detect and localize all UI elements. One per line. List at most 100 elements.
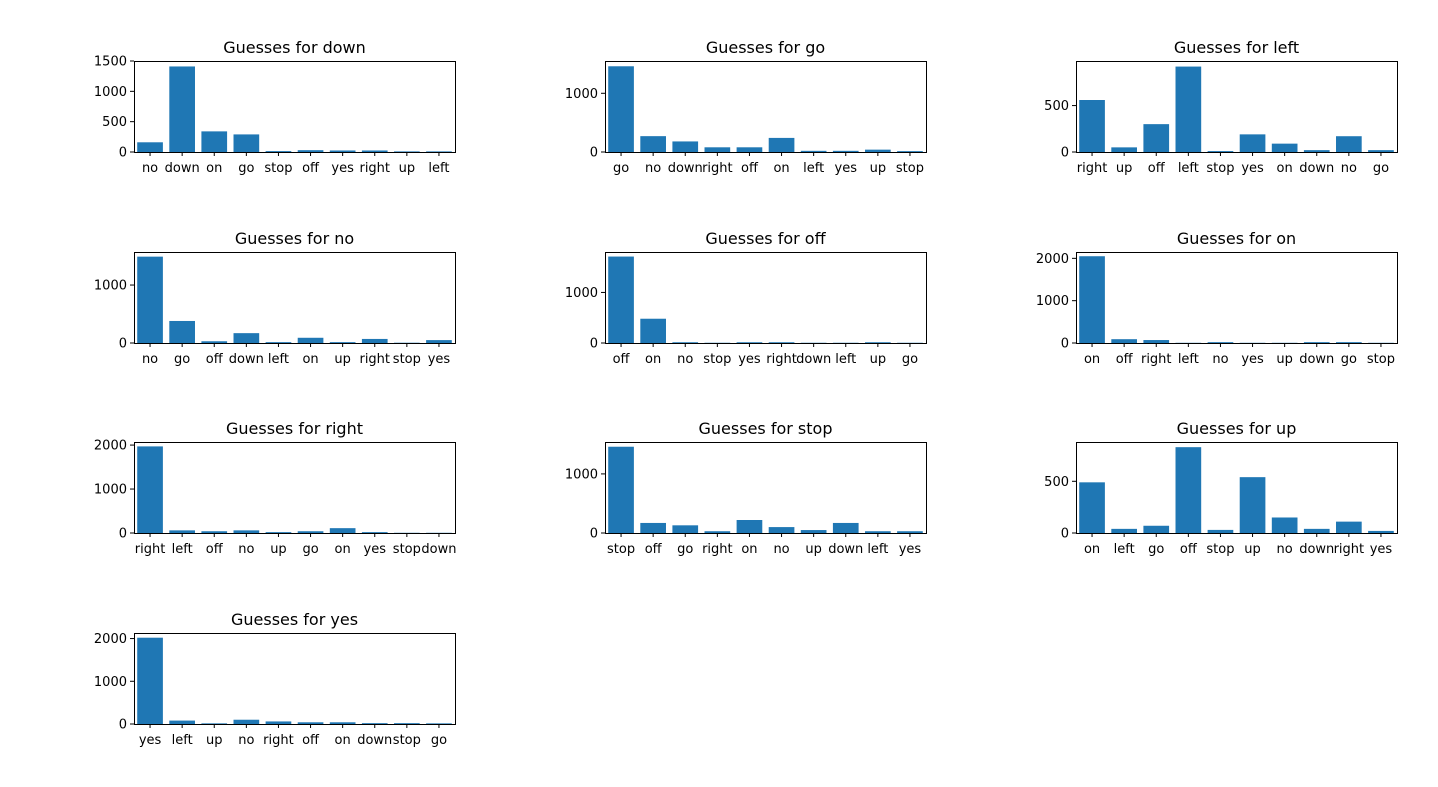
x-tick-label: go <box>302 542 318 557</box>
bar <box>233 719 260 724</box>
y-tick-label: 1000 <box>94 85 127 100</box>
bar <box>1271 517 1298 533</box>
bar <box>137 142 163 152</box>
x-tick-label: yes <box>738 352 761 367</box>
x-tick-label: yes <box>899 542 922 557</box>
x-tick-label: stop <box>703 352 731 367</box>
x-tick-label: on <box>302 352 318 367</box>
bar <box>394 723 420 724</box>
x-tick-label: left <box>1178 352 1199 367</box>
x-tick-label: left <box>1114 542 1135 557</box>
x-tick-label: off <box>302 161 320 176</box>
bar <box>426 340 452 343</box>
x-tick-label: left <box>268 352 289 367</box>
x-tick-label: stop <box>1206 542 1234 557</box>
x-tick-label: no <box>238 542 254 557</box>
bar <box>1143 124 1170 152</box>
x-tick-label: go <box>613 161 629 176</box>
x-tick-label: go <box>238 161 254 176</box>
x-tick-label: yes <box>428 352 451 367</box>
bar <box>329 342 356 343</box>
x-tick-label: up <box>334 352 351 367</box>
x-tick-label: right <box>1334 542 1365 557</box>
chart-title: Guesses for right <box>226 419 363 438</box>
y-tick-label: 1000 <box>94 675 127 690</box>
bar <box>201 131 228 152</box>
bar <box>1336 521 1362 534</box>
chart-panel: Guesses for left right up off left stop yes on d… <box>1044 38 1398 176</box>
bar <box>426 151 452 152</box>
bar <box>1271 143 1298 152</box>
bar <box>169 66 195 152</box>
x-tick-label: down <box>1299 161 1334 176</box>
x-tick-label: off <box>613 352 631 367</box>
bar <box>1303 150 1330 152</box>
bar <box>137 446 163 533</box>
x-tick-label: off <box>1148 161 1166 176</box>
bar <box>329 722 356 724</box>
bar <box>1079 100 1105 152</box>
x-tick-label: no <box>677 352 693 367</box>
axes-frame <box>134 252 456 344</box>
chart-panel: Guesses for stop stop off go right on no up down… <box>565 419 927 557</box>
bar <box>297 150 324 152</box>
x-tick-label: off <box>206 542 224 557</box>
chart-title: Guesses for no <box>235 229 354 248</box>
bar <box>1143 525 1170 533</box>
bar <box>832 150 859 152</box>
axes-frame <box>134 633 456 725</box>
bar <box>137 256 163 343</box>
x-tick-label: left <box>803 161 824 176</box>
x-tick-label: no <box>1212 352 1228 367</box>
x-tick-label: off <box>645 542 663 557</box>
bar <box>800 150 827 152</box>
x-tick-label: stop <box>393 542 421 557</box>
y-tick-label: 0 <box>1061 146 1069 161</box>
chart-panel: Guesses for down no down on go stop off yes righ… <box>94 38 456 176</box>
y-tick-label: 2000 <box>94 632 127 647</box>
x-tick-label: go <box>431 733 447 748</box>
bar <box>865 149 891 152</box>
chart-panel: Guesses for yes yes left up no right off on down… <box>94 610 456 748</box>
bar <box>865 531 891 533</box>
bar <box>329 150 356 152</box>
bar <box>1111 528 1137 533</box>
bar <box>736 342 763 343</box>
x-tick-label: off <box>206 352 224 367</box>
bar <box>768 342 795 343</box>
y-tick-label: 0 <box>590 146 598 161</box>
x-tick-label: down <box>165 161 200 176</box>
y-tick-label: 0 <box>590 527 598 542</box>
bar <box>426 723 452 724</box>
chart-title: Guesses for left <box>1174 38 1299 57</box>
bar <box>233 134 260 152</box>
x-tick-label: stop <box>1367 352 1395 367</box>
bar <box>640 522 666 533</box>
bar <box>608 66 634 152</box>
x-tick-label: on <box>741 542 757 557</box>
x-tick-label: down <box>1299 542 1334 557</box>
x-tick-label: yes <box>1241 352 1264 367</box>
x-tick-label: on <box>773 161 789 176</box>
bar <box>265 532 292 533</box>
bar <box>233 530 260 533</box>
y-tick-label: 1000 <box>565 87 598 102</box>
bar <box>1239 477 1266 533</box>
bar <box>265 342 292 343</box>
x-tick-label: stop <box>393 733 421 748</box>
bar <box>233 333 260 343</box>
bar <box>137 637 163 724</box>
x-tick-label: yes <box>1370 542 1393 557</box>
bar <box>704 147 731 152</box>
x-tick-label: no <box>142 161 158 176</box>
chart-title: Guesses for yes <box>231 610 358 629</box>
bar <box>1207 151 1234 152</box>
bar <box>1175 66 1202 152</box>
bar <box>169 720 195 724</box>
bar <box>1207 529 1234 533</box>
axes-frame <box>1076 252 1398 344</box>
x-tick-label: up <box>206 733 223 748</box>
x-tick-label: down <box>1299 352 1334 367</box>
x-tick-label: up <box>805 542 822 557</box>
x-tick-label: go <box>902 352 918 367</box>
